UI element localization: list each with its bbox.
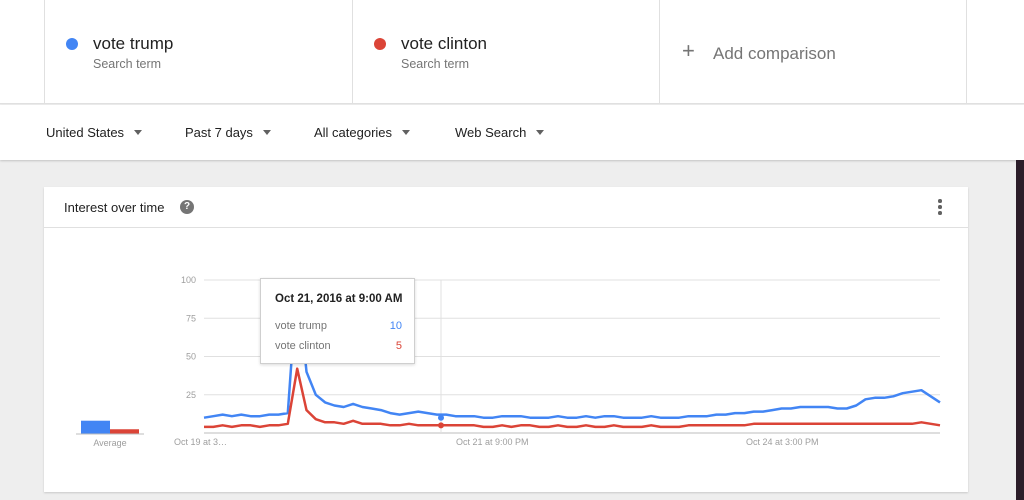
average-bar-chart: Average (76, 420, 144, 448)
window-edge (1016, 160, 1024, 500)
tooltip-date: Oct 21, 2016 at 9:00 AM (275, 293, 403, 305)
term-name: vote clinton (401, 34, 487, 53)
card-header: Interest over time ? (44, 187, 968, 228)
average-bar (110, 429, 139, 434)
help-icon[interactable]: ? (180, 200, 194, 214)
filter-bar: United States Past 7 days All categories… (0, 105, 1024, 160)
search-type-filter-dropdown[interactable]: Web Search (455, 125, 545, 140)
plus-icon: + (682, 38, 695, 63)
caret-down-icon (134, 130, 143, 135)
term-subtitle: Search term (93, 57, 162, 71)
x-tick-label: Oct 19 at 3… (174, 437, 227, 447)
y-tick-label: 75 (186, 313, 196, 323)
term-name: vote trump (93, 34, 174, 53)
region-filter-label: United States (46, 125, 125, 140)
series-color-dot (66, 38, 78, 50)
series-color-dot (374, 38, 386, 50)
search-type-filter-label: Web Search (455, 125, 527, 140)
card-title: Interest over time (64, 200, 165, 215)
y-tick-label: 25 (186, 390, 196, 400)
chart-tooltip: Oct 21, 2016 at 9:00 AM vote trump 10 vo… (260, 278, 415, 364)
x-tick-label: Oct 21 at 9:00 PM (456, 437, 529, 447)
x-tick-label: Oct 24 at 3:00 PM (746, 437, 819, 447)
tooltip-row-clinton: vote clinton 5 (275, 340, 402, 352)
y-tick-label: 50 (186, 352, 196, 362)
time-filter-label: Past 7 days (185, 125, 253, 140)
add-comparison-button[interactable]: + Add comparison (659, 0, 967, 104)
tooltip-label: vote trump (275, 320, 327, 332)
time-filter-dropdown[interactable]: Past 7 days (185, 125, 271, 140)
term-card-clinton[interactable]: vote clinton Search term (352, 0, 659, 104)
region-filter-dropdown[interactable]: United States (46, 125, 143, 140)
hover-point (438, 422, 444, 429)
term-subtitle: Search term (401, 57, 470, 71)
tooltip-label: vote clinton (275, 340, 331, 352)
interest-chart: Average 25 50 75 100 Oct 19 at 3… Oct 21 at 9… (76, 275, 941, 448)
caret-down-icon (262, 130, 271, 135)
series-line (204, 367, 941, 429)
more-vert-icon[interactable] (937, 199, 943, 215)
category-filter-label: All categories (314, 125, 393, 140)
add-comparison-label: Add comparison (713, 44, 836, 63)
caret-down-icon (536, 130, 545, 135)
average-label: Average (93, 438, 126, 448)
interest-over-time-card: Interest over time ? Average 25 50 75 100 Oc… (44, 187, 968, 492)
average-bar (81, 420, 110, 434)
search-terms-bar: vote trump Search term vote clinton Sear… (0, 0, 1024, 104)
category-filter-dropdown[interactable]: All categories (314, 125, 411, 140)
term-card-trump[interactable]: vote trump Search term (44, 0, 352, 104)
series-line (203, 278, 941, 419)
caret-down-icon (402, 130, 411, 135)
tooltip-value: 5 (395, 340, 402, 352)
tooltip-row-trump: vote trump 10 (275, 320, 402, 332)
tooltip-value: 10 (389, 320, 402, 332)
y-tick-label: 100 (181, 275, 196, 285)
hover-point (438, 414, 444, 421)
